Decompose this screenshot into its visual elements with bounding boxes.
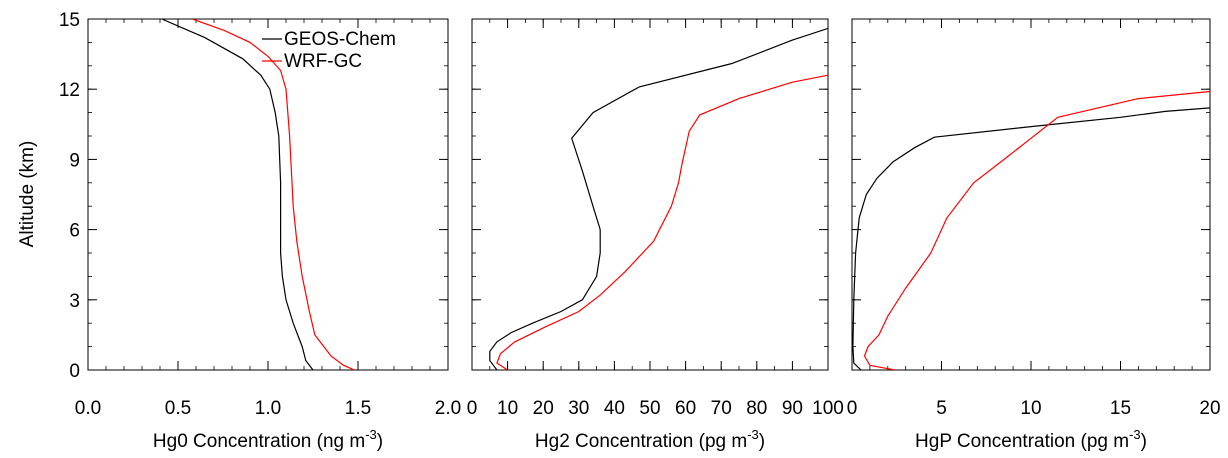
plot-frame: [851, 18, 1211, 371]
x-tick-label: 30: [568, 398, 589, 419]
x-tick-label: 70: [711, 398, 732, 419]
x-tick-label: 60: [675, 398, 696, 419]
y-axis-title: Altitude (km): [17, 141, 38, 248]
series-line-wrf-gc: [863, 90, 1210, 370]
y-tick-label: 9: [69, 150, 80, 171]
y-tick-label: 6: [69, 221, 80, 242]
y-tick-label: 12: [59, 80, 80, 101]
legend-label: GEOS-Chem: [284, 29, 396, 50]
series-line-geos-chem: [852, 107, 1210, 370]
y-tick-label: 3: [69, 291, 80, 312]
x-tick-label: 0.0: [75, 398, 101, 419]
plot-frame: [87, 18, 449, 371]
x-tick-label: 20: [533, 398, 554, 419]
chart-panel-2: 0 10 20 30 40 50 60 70 80 90 100 Hg2 Concentration …: [467, 18, 844, 452]
x-tick-label: 10: [497, 398, 518, 419]
plot-frame: [471, 18, 829, 371]
series-line-wrf-gc: [496, 74, 828, 370]
x-axis-title: Hg2 Concentration (pg m-3): [535, 427, 765, 452]
x-tick-label: 0: [467, 398, 478, 419]
x-tick-label: 5: [936, 398, 947, 419]
legend-label: WRF-GC: [284, 51, 362, 72]
x-tick-label: 100: [812, 398, 844, 419]
series-line-wrf-gc: [192, 19, 355, 370]
series-line-geos-chem: [489, 27, 828, 370]
x-tick-label: 50: [639, 398, 660, 419]
x-tick-label: 10: [1020, 398, 1041, 419]
x-tick-label: 40: [604, 398, 625, 419]
y-tick-label: 15: [59, 10, 80, 31]
chart-panel-3: 0 5 10 15 20 HgP Concentration (pg m-3): [847, 18, 1221, 452]
x-tick-label: 1.5: [345, 398, 371, 419]
x-tick-label: 0: [847, 398, 858, 419]
x-tick-label: 80: [746, 398, 767, 419]
x-tick-label: 0.5: [165, 398, 191, 419]
x-tick-label: 1.0: [255, 398, 281, 419]
x-axis-title: Hg0 Concentration (ng m-3): [153, 427, 383, 452]
x-tick-label: 15: [1110, 398, 1131, 419]
x-tick-label: 20: [1199, 398, 1220, 419]
x-tick-label: 2.0: [435, 398, 461, 419]
x-tick-label: 90: [782, 398, 803, 419]
y-tick-label: 0: [69, 361, 80, 382]
chart-panel-1: 0.0 0.5 1.0 1.5 2.0 0 3 6 9 12 15 Hg0 Concentration…: [59, 10, 461, 452]
series-line-geos-chem: [161, 19, 314, 370]
x-axis-title: HgP Concentration (pg m-3): [915, 427, 1147, 452]
